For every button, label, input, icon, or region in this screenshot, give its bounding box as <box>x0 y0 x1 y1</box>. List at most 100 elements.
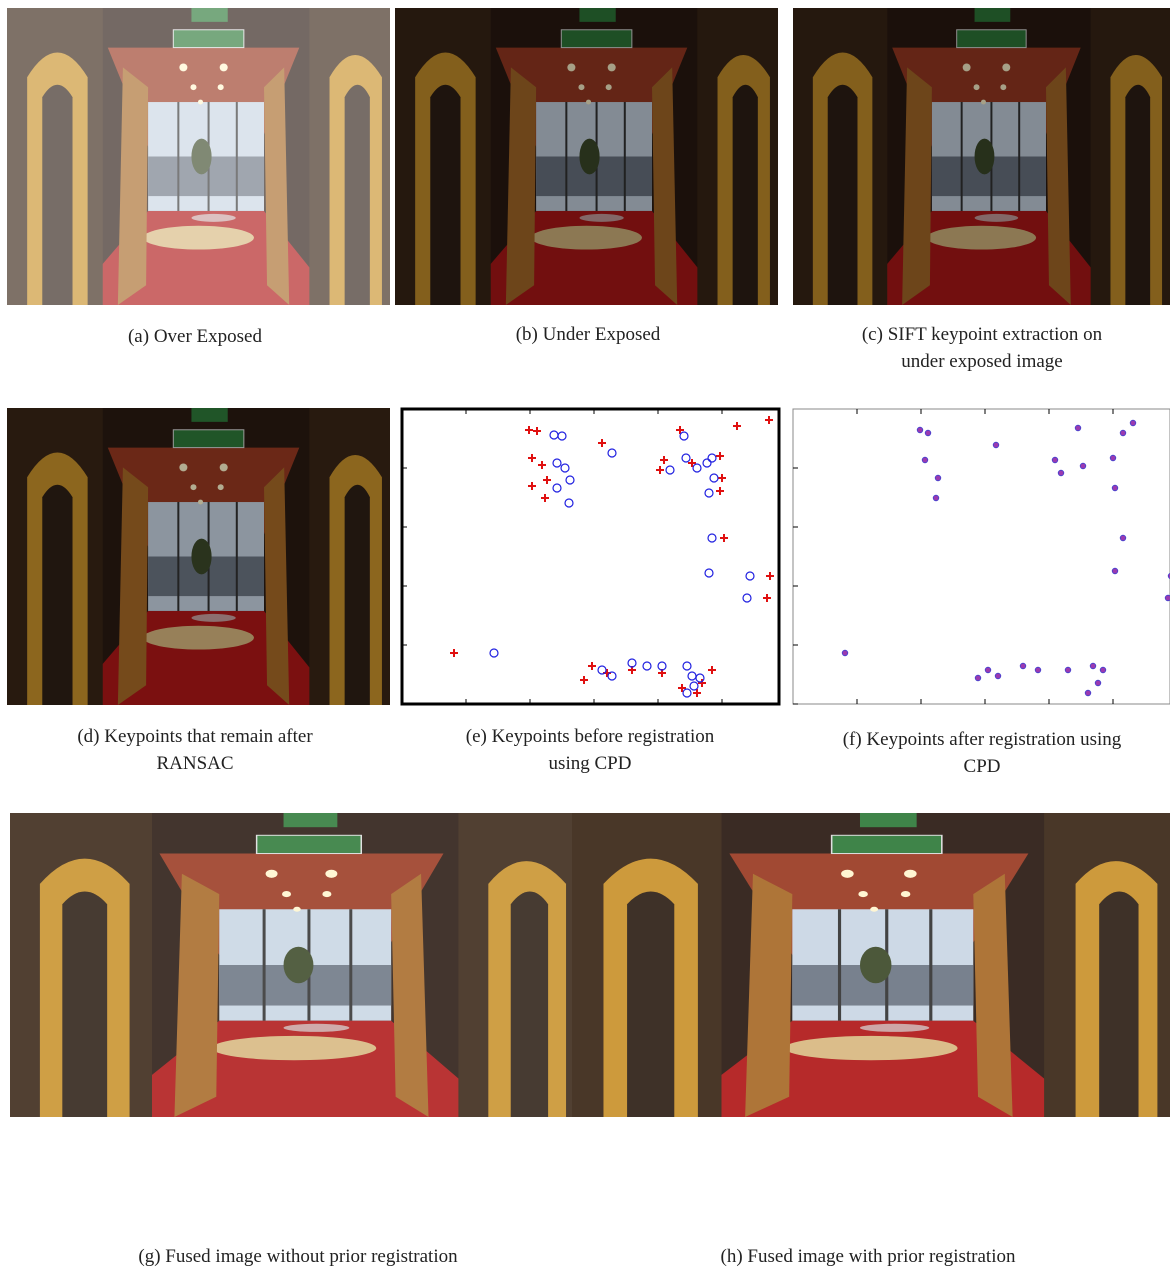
caption: using CPD <box>549 753 632 774</box>
photo-under-exposed <box>395 8 778 305</box>
keypoint-dot <box>974 674 982 682</box>
keypoint-plus <box>693 689 701 697</box>
keypoint-circle <box>742 593 752 603</box>
keypoint-plus <box>718 474 726 482</box>
caption: (f) Keypoints after registration using <box>843 729 1122 750</box>
keypoint-plus <box>538 461 546 469</box>
keypoint-plus <box>533 427 541 435</box>
keypoint-dot <box>992 441 1000 449</box>
keypoint-circle <box>564 498 574 508</box>
caption: (e) Keypoints before registration <box>466 726 715 747</box>
keypoint-dot <box>916 426 924 434</box>
caption: (b) Under Exposed <box>516 324 661 345</box>
keypoint-circle <box>682 688 692 698</box>
keypoint-dot <box>1119 534 1127 542</box>
keypoint-dot <box>1084 689 1092 697</box>
keypoint-dot <box>1089 662 1097 670</box>
keypoint-plus <box>688 459 696 467</box>
keypoint-circle <box>682 661 692 671</box>
keypoint-dot <box>1111 567 1119 575</box>
keypoint-dot <box>1079 462 1087 470</box>
photo-sift <box>793 8 1170 305</box>
caption: RANSAC <box>156 753 233 774</box>
keypoint-dot <box>841 649 849 657</box>
photo-over-exposed <box>7 8 390 305</box>
keypoint-plus <box>765 416 773 424</box>
keypoint-plus <box>660 456 668 464</box>
keypoint-dot <box>1064 666 1072 674</box>
keypoint-dot <box>934 474 942 482</box>
keypoint-circle <box>745 571 755 581</box>
keypoint-plus <box>450 649 458 657</box>
keypoint-dot <box>924 429 932 437</box>
keypoint-plus <box>678 684 686 692</box>
keypoint-dot <box>1111 484 1119 492</box>
keypoint-circle <box>552 483 562 493</box>
keypoint-plus <box>588 662 596 670</box>
keypoint-circle <box>707 533 717 543</box>
keypoint-plus <box>543 476 551 484</box>
caption: under exposed image <box>901 351 1062 372</box>
keypoint-dot <box>1074 424 1082 432</box>
keypoint-circle <box>704 488 714 498</box>
photo-ransac <box>7 408 390 705</box>
keypoint-plus <box>580 676 588 684</box>
captions: (a) Over Exposed (b) Under Exposed (c) SIF… <box>77 324 1121 1267</box>
keypoint-dot <box>1129 419 1137 427</box>
keypoint-plus <box>733 422 741 430</box>
keypoint-plus <box>525 426 533 434</box>
keypoint-circle <box>702 458 712 468</box>
keypoint-plus <box>763 594 771 602</box>
keypoint-circle <box>627 658 637 668</box>
caption: (a) Over Exposed <box>128 326 263 347</box>
keypoint-circle <box>681 453 691 463</box>
keypoint-circle <box>597 665 607 675</box>
keypoint-dot <box>1164 594 1170 602</box>
keypoint-circle <box>692 463 702 473</box>
scatter-after <box>792 408 1170 705</box>
keypoint-circle <box>642 661 652 671</box>
keypoint-dot <box>1019 662 1027 670</box>
keypoint-circle <box>707 453 717 463</box>
keypoint-plus <box>676 426 684 434</box>
keypoint-dot <box>994 672 1002 680</box>
keypoint-circle <box>489 648 499 658</box>
caption: (h) Fused image with prior registration <box>721 1246 1016 1267</box>
keypoint-circle <box>704 568 714 578</box>
keypoint-dot <box>1099 666 1107 674</box>
keypoint-dot <box>1119 429 1127 437</box>
keypoint-dot <box>1109 454 1117 462</box>
keypoint-circle <box>665 465 675 475</box>
scatter-before <box>400 407 781 706</box>
caption: CPD <box>964 756 1001 777</box>
keypoint-plus <box>598 439 606 447</box>
keypoint-plus <box>528 454 536 462</box>
keypoint-circle <box>565 475 575 485</box>
photo-fused-unregistered <box>10 813 578 1117</box>
keypoint-dot <box>921 456 929 464</box>
keypoint-dot <box>932 494 940 502</box>
keypoint-circle <box>679 431 689 441</box>
photo-fused-registered <box>572 813 1170 1117</box>
keypoint-circle <box>709 473 719 483</box>
keypoint-circle <box>560 463 570 473</box>
keypoint-dot <box>1094 679 1102 687</box>
keypoint-dot <box>1057 469 1065 477</box>
keypoint-plus <box>708 666 716 674</box>
keypoint-circle <box>607 671 617 681</box>
keypoint-plus <box>541 494 549 502</box>
keypoint-dot <box>1034 666 1042 674</box>
keypoint-plus <box>766 572 774 580</box>
keypoint-circle <box>695 673 705 683</box>
caption: (c) SIFT keypoint extraction on <box>862 324 1103 345</box>
keypoint-circle <box>552 458 562 468</box>
keypoint-plus <box>528 482 536 490</box>
keypoint-circle <box>557 431 567 441</box>
keypoint-circle <box>657 661 667 671</box>
caption: (d) Keypoints that remain after <box>77 726 313 747</box>
keypoint-circle <box>607 448 617 458</box>
keypoint-plus <box>656 466 664 474</box>
keypoint-plus <box>720 534 728 542</box>
caption: (g) Fused image without prior registrati… <box>138 1246 458 1267</box>
